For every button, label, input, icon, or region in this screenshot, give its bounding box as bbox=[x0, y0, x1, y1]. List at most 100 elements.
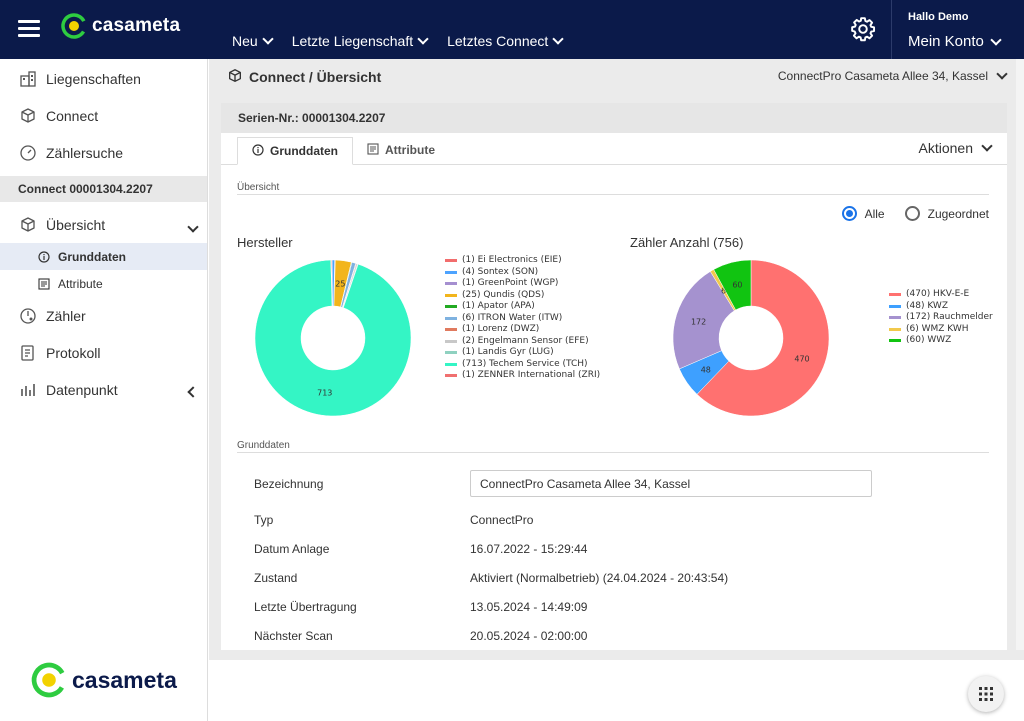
account-menu[interactable]: Mein Konto bbox=[908, 33, 1000, 50]
legend-swatch bbox=[889, 305, 901, 308]
location-selector[interactable]: ConnectPro Casameta Allee 34, Kassel bbox=[778, 69, 1006, 83]
menu-icon[interactable] bbox=[18, 20, 40, 38]
brand-logo[interactable]: casameta bbox=[60, 12, 180, 40]
sidebar: Liegenschaften Connect Zählersuche Conne… bbox=[0, 59, 208, 721]
nav-last-connect-label: Letztes Connect bbox=[447, 33, 548, 49]
manufacturer-donut-chart: 25 713 bbox=[248, 253, 418, 423]
actions-menu[interactable]: Aktionen bbox=[919, 140, 991, 156]
tab-label: Attribute bbox=[385, 143, 435, 157]
tab-bar: Grunddaten Attribute Aktionen bbox=[221, 133, 1007, 165]
brand-logo-bottom: casameta bbox=[30, 661, 177, 699]
legend-entry[interactable]: (470) HKV-E-E bbox=[889, 289, 993, 301]
chevron-left-icon bbox=[189, 383, 197, 399]
legend-label: (1) Landis Gyr (LUG) bbox=[462, 347, 554, 359]
field-value-zustand: Aktiviert (Normalbetrieb) (24.04.2024 - … bbox=[470, 571, 728, 585]
radio-all[interactable]: Alle bbox=[842, 206, 885, 221]
sidebar-subitem-attribute[interactable]: Attribute bbox=[0, 270, 207, 297]
legend-label: (713) Techem Service (TCH) bbox=[462, 359, 588, 371]
filter-radios: Alle Zugeordnet bbox=[842, 206, 989, 221]
legend-swatch bbox=[445, 282, 457, 285]
main-nav: Neu Letzte Liegenschaft Letztes Connect bbox=[232, 33, 562, 49]
apps-grid-button[interactable] bbox=[968, 676, 1004, 712]
legend-entry[interactable]: (1) Lorenz (DWZ) bbox=[445, 324, 600, 336]
slice-label: 172 bbox=[691, 317, 706, 326]
legend-entry[interactable]: (6) WMZ KWH bbox=[889, 324, 993, 336]
nav-last-property[interactable]: Letzte Liegenschaft bbox=[292, 33, 427, 49]
legend-label: (48) KWZ bbox=[906, 301, 948, 313]
legend-swatch bbox=[445, 317, 457, 320]
list-icon bbox=[38, 278, 50, 290]
tab-grunddaten[interactable]: Grunddaten bbox=[237, 137, 353, 165]
legend-entry[interactable]: (1) ZENNER International (ZRI) bbox=[445, 370, 600, 382]
tab-attribute[interactable]: Attribute bbox=[353, 136, 449, 164]
legend-label: (1) ZENNER International (ZRI) bbox=[462, 370, 600, 382]
sidebar-subitem-label: Attribute bbox=[58, 277, 103, 291]
legend-swatch bbox=[889, 293, 901, 296]
scrollbar[interactable] bbox=[1016, 59, 1024, 650]
chart-title-manufacturer: Hersteller bbox=[237, 235, 293, 250]
legend-label: (4) Sontex (SON) bbox=[462, 267, 538, 279]
radio-assigned-label: Zugeordnet bbox=[928, 207, 989, 221]
legend-entry[interactable]: (6) ITRON Water (ITW) bbox=[445, 313, 600, 325]
section-label-overview: Übersicht bbox=[237, 182, 279, 193]
meter-count-donut-chart: 47048172660 bbox=[666, 253, 836, 423]
sidebar-item-protokoll[interactable]: Protokoll bbox=[0, 334, 207, 371]
legend-entry[interactable]: (25) Qundis (QDS) bbox=[445, 290, 600, 302]
legend-label: (25) Qundis (QDS) bbox=[462, 290, 544, 302]
legend-entry[interactable]: (4) Sontex (SON) bbox=[445, 267, 600, 279]
sidebar-item-zaehlersuche[interactable]: Zählersuche bbox=[0, 134, 207, 171]
nav-new-label: Neu bbox=[232, 33, 258, 49]
field-label-typ: Typ bbox=[254, 513, 273, 527]
legend-swatch bbox=[889, 339, 901, 342]
legend-swatch bbox=[445, 340, 457, 343]
bezeichnung-input[interactable]: ConnectPro Casameta Allee 34, Kassel bbox=[470, 470, 872, 497]
sidebar-item-connect[interactable]: Connect bbox=[0, 97, 207, 134]
sidebar-item-datenpunkt[interactable]: Datenpunkt bbox=[0, 371, 207, 408]
sidebar-item-label: Liegenschaften bbox=[46, 71, 141, 87]
greeting: Hallo Demo bbox=[908, 11, 969, 23]
radio-all-label: Alle bbox=[865, 207, 885, 221]
legend-entry[interactable]: (1) Apator (APA) bbox=[445, 301, 600, 313]
connect-card: Serien-Nr.: 00001304.2207 Grunddaten Att… bbox=[221, 103, 1007, 650]
main-bottom-bar bbox=[209, 650, 1024, 660]
legend-label: (1) Ei Electronics (EIE) bbox=[462, 255, 562, 267]
sidebar-item-zaehler[interactable]: Zähler bbox=[0, 297, 207, 334]
legend-swatch bbox=[445, 294, 457, 297]
legend-entry[interactable]: (1) Landis Gyr (LUG) bbox=[445, 347, 600, 359]
radio-button-unchecked[interactable] bbox=[905, 206, 920, 221]
legend-entry[interactable]: (172) Rauchmelder bbox=[889, 312, 993, 324]
info-icon bbox=[252, 144, 264, 159]
main-area: Connect / Übersicht ConnectPro Casameta … bbox=[209, 59, 1024, 650]
slice-label: 60 bbox=[732, 281, 742, 290]
legend-entry[interactable]: (1) GreenPoint (WGP) bbox=[445, 278, 600, 290]
legend-entry[interactable]: (1) Ei Electronics (EIE) bbox=[445, 255, 600, 267]
protocol-icon bbox=[18, 343, 38, 363]
sidebar-subitem-grunddaten[interactable]: Grunddaten bbox=[0, 243, 207, 270]
legend-entry[interactable]: (713) Techem Service (TCH) bbox=[445, 359, 600, 371]
tab-label: Grunddaten bbox=[270, 144, 338, 158]
radio-button-checked[interactable] bbox=[842, 206, 857, 221]
sidebar-item-uebersicht[interactable]: Übersicht bbox=[0, 206, 207, 243]
legend-entry[interactable]: (2) Engelmann Sensor (EFE) bbox=[445, 336, 600, 348]
gear-icon[interactable] bbox=[850, 16, 876, 42]
page-header: Connect / Übersicht ConnectPro Casameta … bbox=[209, 59, 1024, 95]
grid-icon bbox=[978, 686, 994, 702]
legend-entry[interactable]: (48) KWZ bbox=[889, 301, 993, 313]
radio-assigned[interactable]: Zugeordnet bbox=[905, 206, 989, 221]
field-label-datum-anlage: Datum Anlage bbox=[254, 542, 329, 556]
nav-last-connect[interactable]: Letztes Connect bbox=[447, 33, 562, 49]
chevron-down-icon bbox=[996, 68, 1007, 79]
chevron-down-icon bbox=[981, 140, 992, 151]
slice-label: 470 bbox=[794, 355, 809, 364]
sidebar-item-label: Zähler bbox=[46, 308, 86, 324]
legend-swatch bbox=[445, 351, 457, 354]
sidebar-item-liegenschaften[interactable]: Liegenschaften bbox=[0, 60, 207, 97]
chevron-down-icon bbox=[262, 33, 273, 44]
legend-swatch bbox=[445, 328, 457, 331]
legend-entry[interactable]: (60) WWZ bbox=[889, 335, 993, 347]
legend-swatch bbox=[445, 305, 457, 308]
nav-new[interactable]: Neu bbox=[232, 33, 272, 49]
legend-swatch bbox=[445, 374, 457, 377]
meter-count-legend: (470) HKV-E-E (48) KWZ (172) Rauchmelder (6… bbox=[889, 289, 993, 347]
legend-label: (1) GreenPoint (WGP) bbox=[462, 278, 558, 290]
